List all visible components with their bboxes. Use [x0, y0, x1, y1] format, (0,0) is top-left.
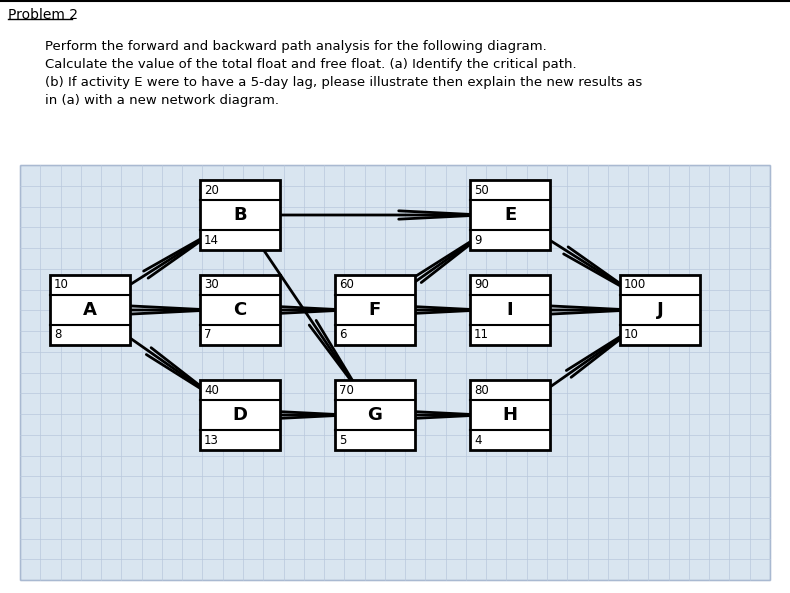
Text: 13: 13 — [204, 433, 219, 447]
Text: 100: 100 — [624, 279, 646, 292]
Text: 9: 9 — [474, 234, 481, 247]
Text: 80: 80 — [474, 384, 489, 397]
Text: 20: 20 — [204, 183, 219, 196]
Text: 10: 10 — [624, 329, 639, 342]
Text: 14: 14 — [204, 234, 219, 247]
Text: J: J — [656, 301, 664, 319]
Bar — [470, 180, 550, 250]
Text: 90: 90 — [474, 279, 489, 292]
Text: 40: 40 — [204, 384, 219, 397]
Bar — [20, 165, 770, 580]
Bar — [335, 380, 415, 450]
Text: 11: 11 — [474, 329, 489, 342]
Text: C: C — [233, 301, 246, 319]
Bar — [50, 275, 130, 345]
Bar — [200, 180, 280, 250]
Text: 10: 10 — [54, 279, 69, 292]
Bar — [335, 275, 415, 345]
Bar — [470, 275, 550, 345]
Text: 60: 60 — [339, 279, 354, 292]
Text: 6: 6 — [339, 329, 347, 342]
Text: 7: 7 — [204, 329, 212, 342]
Text: 50: 50 — [474, 183, 489, 196]
Bar — [200, 275, 280, 345]
Text: 30: 30 — [204, 279, 219, 292]
Text: H: H — [502, 406, 517, 424]
Text: 70: 70 — [339, 384, 354, 397]
Text: Perform the forward and backward path analysis for the following diagram.: Perform the forward and backward path an… — [45, 40, 547, 53]
Text: G: G — [367, 406, 382, 424]
Bar — [620, 275, 700, 345]
Text: 4: 4 — [474, 433, 481, 447]
Text: A: A — [83, 301, 97, 319]
Bar — [470, 380, 550, 450]
Text: Calculate the value of the total float and free float. (a) Identify the critical: Calculate the value of the total float a… — [45, 58, 577, 71]
Text: I: I — [506, 301, 514, 319]
Text: D: D — [232, 406, 247, 424]
Text: 8: 8 — [54, 329, 62, 342]
Text: F: F — [369, 301, 381, 319]
Text: Problem 2: Problem 2 — [8, 8, 78, 22]
Text: B: B — [233, 206, 246, 224]
Bar — [200, 380, 280, 450]
Text: E: E — [504, 206, 516, 224]
Text: 5: 5 — [339, 433, 346, 447]
Text: in (a) with a new network diagram.: in (a) with a new network diagram. — [45, 94, 279, 107]
Text: (b) If activity E were to have a 5-day lag, please illustrate then explain the n: (b) If activity E were to have a 5-day l… — [45, 76, 642, 89]
